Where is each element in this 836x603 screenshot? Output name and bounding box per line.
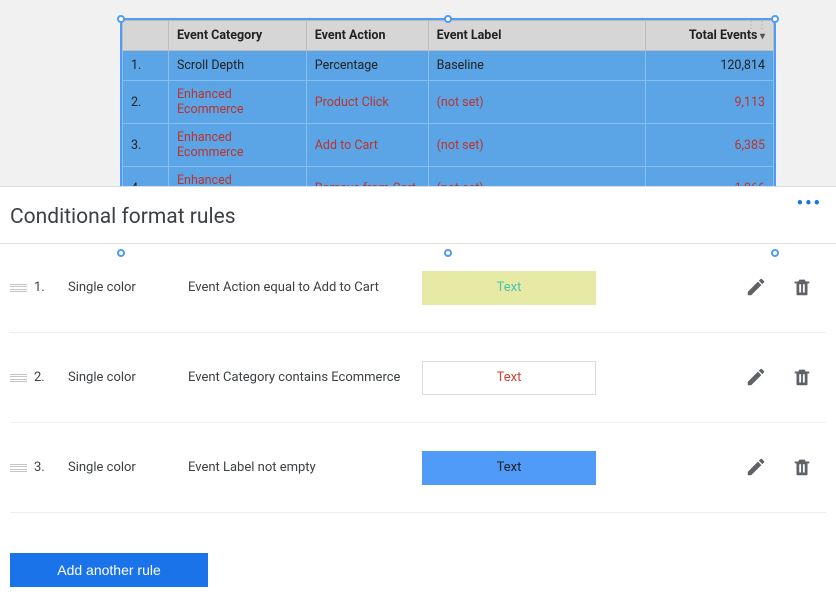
selection-handle[interactable] [117,249,125,257]
trash-icon[interactable] [791,276,815,300]
col-header-category[interactable]: Event Category [168,21,306,51]
cell-category: Enhanced Ecommerce [168,81,306,124]
panel-title: Conditional format rules [10,205,236,229]
format-rules-panel: ••• Conditional format rules ════1.Singl… [0,186,836,603]
row-index: 1. [123,51,169,81]
rule-index: 1. [34,280,68,295]
table-row[interactable]: 1.Scroll DepthPercentageBaseline120,814 [123,51,774,81]
rule-condition: Event Category contains Ecommerce [188,370,422,385]
cell-label: (not set) [428,124,646,167]
cell-label: (not set) [428,81,646,124]
selection-handle[interactable] [771,15,779,23]
trash-icon[interactable] [791,456,815,480]
panel-menu-icon[interactable]: ••• [797,193,822,214]
cell-label: Baseline [428,51,646,81]
trash-icon[interactable] [791,366,815,390]
add-rule-button[interactable]: Add another rule [10,553,208,587]
rule-index: 2. [34,370,68,385]
cell-action: Product Click [306,81,428,124]
edit-icon[interactable] [745,456,769,480]
rule-preview: Text [422,451,596,485]
rule-preview: Text [422,271,596,305]
rule-condition: Event Label not empty [188,460,422,475]
rule-preview: Text [422,361,596,395]
cell-total: 9,113 [646,81,774,124]
cell-total: 120,814 [646,51,774,81]
row-index: 2. [123,81,169,124]
cell-total: 6,385 [646,124,774,167]
table-row[interactable]: 3.Enhanced EcommerceAdd to Cart(not set)… [123,124,774,167]
rule-condition: Event Action equal to Add to Cart [188,280,422,295]
selection-handle[interactable] [771,249,779,257]
cell-action: Add to Cart [306,124,428,167]
drag-grip-icon[interactable]: ⋮⋮ [746,24,768,28]
rule-row: ════1.Single colorEvent Action equal to … [10,243,826,333]
rule-type: Single color [68,460,188,475]
row-index: 3. [123,124,169,167]
rule-index: 3. [34,460,68,475]
drag-handle-icon[interactable]: ════ [10,463,34,473]
col-header-action[interactable]: Event Action [306,21,428,51]
selection-handle[interactable] [117,15,125,23]
selection-handle[interactable] [444,249,452,257]
edit-icon[interactable] [745,366,769,390]
table-row[interactable]: 2.Enhanced EcommerceProduct Click(not se… [123,81,774,124]
cell-action: Percentage [306,51,428,81]
edit-icon[interactable] [745,276,769,300]
drag-handle-icon[interactable]: ════ [10,283,34,293]
rule-type: Single color [68,370,188,385]
selection-handle[interactable] [444,15,452,23]
rules-list: ════1.Single colorEvent Action equal to … [10,243,826,513]
cell-category: Enhanced Ecommerce [168,124,306,167]
rule-row: ════3.Single colorEvent Label not emptyT… [10,423,826,513]
row-index-header [123,21,169,51]
rule-type: Single color [68,280,188,295]
col-header-label[interactable]: Event Label [428,21,646,51]
drag-handle-icon[interactable]: ════ [10,373,34,383]
cell-category: Scroll Depth [168,51,306,81]
rule-row: ════2.Single colorEvent Category contain… [10,333,826,423]
